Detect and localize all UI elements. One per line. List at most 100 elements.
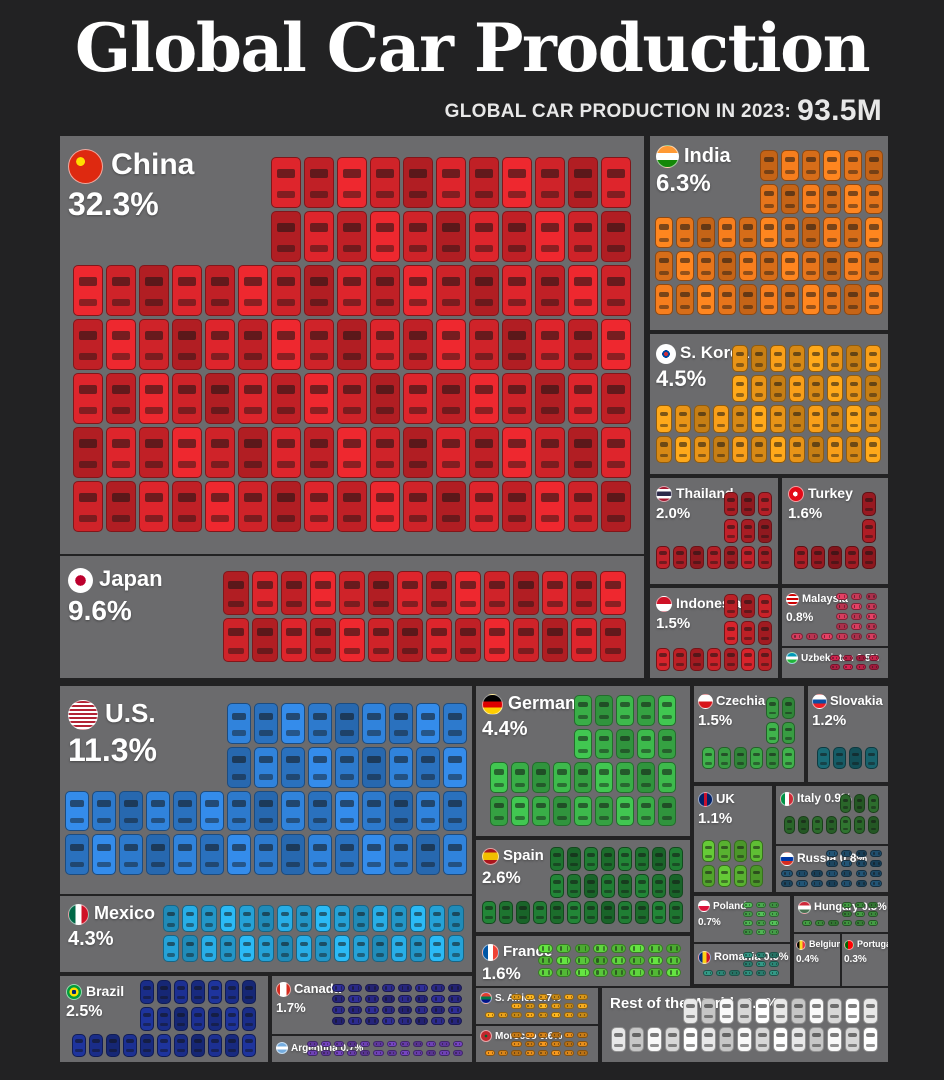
car-mark: [304, 319, 334, 370]
car-mark: [397, 618, 423, 663]
car-mark: [271, 265, 301, 316]
car-mark: [666, 956, 682, 965]
car-mark: [524, 1003, 535, 1009]
car-mark: [208, 1006, 222, 1031]
tile-indonesia: Indonesia 1.5%: [650, 588, 778, 678]
car-mark: [781, 284, 799, 315]
car-mark: [739, 284, 757, 315]
car-mark: [537, 1032, 548, 1038]
car-mark: [333, 1041, 344, 1047]
car-mark: [856, 664, 867, 670]
car-mark: [242, 1033, 256, 1058]
car-mark: [577, 1012, 588, 1018]
car-mark: [850, 633, 863, 640]
car-mark: [564, 1050, 575, 1056]
car-mark: [146, 834, 170, 876]
car-mark: [73, 265, 103, 316]
car-mark: [157, 1006, 171, 1031]
car-mark: [524, 1032, 535, 1038]
car-mark: [413, 1041, 424, 1047]
car-mark: [535, 373, 565, 424]
car-mark: [718, 747, 731, 770]
car-mark: [448, 935, 464, 963]
car-mark: [770, 405, 786, 433]
car-mark: [146, 790, 170, 832]
car-mark: [760, 250, 778, 282]
car-mark: [567, 873, 581, 898]
car-mark: [601, 847, 615, 871]
country-share: 32.3%: [68, 185, 159, 222]
car-mark: [574, 956, 590, 965]
car-mark: [675, 405, 691, 433]
car-mark: [592, 956, 609, 965]
car-mark: [782, 722, 795, 745]
car-mark: [281, 703, 305, 744]
car-mark: [72, 1033, 86, 1058]
car-mark: [760, 284, 778, 315]
car-mark: [855, 860, 868, 867]
car-mark: [584, 847, 598, 871]
car-mark: [702, 865, 715, 888]
car-mark: [637, 762, 655, 793]
car-mark: [410, 935, 426, 963]
car-mark: [724, 620, 738, 645]
car-mark: [205, 427, 235, 478]
car-mark: [865, 747, 878, 770]
car-mark: [182, 935, 198, 963]
car-mark: [635, 873, 649, 898]
car-mark: [502, 265, 532, 316]
country-share: 0.4%: [796, 954, 819, 965]
car-mark: [808, 405, 824, 433]
tile-argentina: Argentina 0.7%: [272, 1036, 472, 1062]
car-mark: [718, 250, 736, 282]
car-mark: [347, 1050, 358, 1056]
car-mark: [865, 613, 878, 620]
car-mark: [742, 911, 753, 917]
car-mark: [535, 319, 565, 370]
car-mark: [707, 647, 721, 672]
car-mark: [399, 1041, 410, 1047]
car-mark: [550, 873, 564, 898]
car-mark: [542, 618, 568, 663]
car-mark: [666, 968, 682, 977]
car-mark: [439, 1050, 450, 1056]
car-mark: [416, 790, 440, 832]
car-mark: [850, 623, 863, 630]
car-mark: [191, 1033, 205, 1058]
tile-hungary: Hungary 0.5%: [794, 896, 888, 932]
car-mark: [381, 984, 396, 992]
car-mark: [414, 1017, 429, 1025]
car-mark: [840, 850, 853, 857]
car-mark: [751, 345, 767, 373]
car-mark: [337, 373, 367, 424]
car-mark: [863, 998, 878, 1024]
car-mark: [739, 250, 757, 282]
car-mark: [802, 284, 820, 315]
car-mark: [842, 664, 853, 670]
mexico-flag-icon: [68, 903, 89, 925]
car-mark: [304, 481, 334, 532]
car-mark: [281, 618, 307, 663]
car-mark: [172, 319, 202, 370]
car-mark: [732, 435, 748, 463]
car-mark: [865, 623, 878, 630]
tile-brazil: Brazil 2.5%: [60, 976, 268, 1062]
car-mark: [840, 794, 851, 813]
label-line: Argentina 0.7%: [276, 1042, 363, 1056]
country-name: Czechia: [716, 693, 766, 708]
car-mark: [452, 1050, 463, 1056]
car-mark: [601, 481, 631, 532]
car-mark: [865, 250, 883, 282]
car-mark: [455, 571, 481, 616]
car-mark: [304, 211, 334, 262]
car-mark: [592, 944, 609, 953]
car-mark: [577, 1032, 588, 1038]
car-mark: [637, 695, 655, 726]
car-mark: [335, 790, 359, 832]
car-mark: [225, 1033, 239, 1058]
car-mark: [742, 970, 753, 976]
car-mark: [106, 373, 136, 424]
car-mark: [227, 790, 251, 832]
car-mark: [139, 319, 169, 370]
car-mark: [601, 373, 631, 424]
